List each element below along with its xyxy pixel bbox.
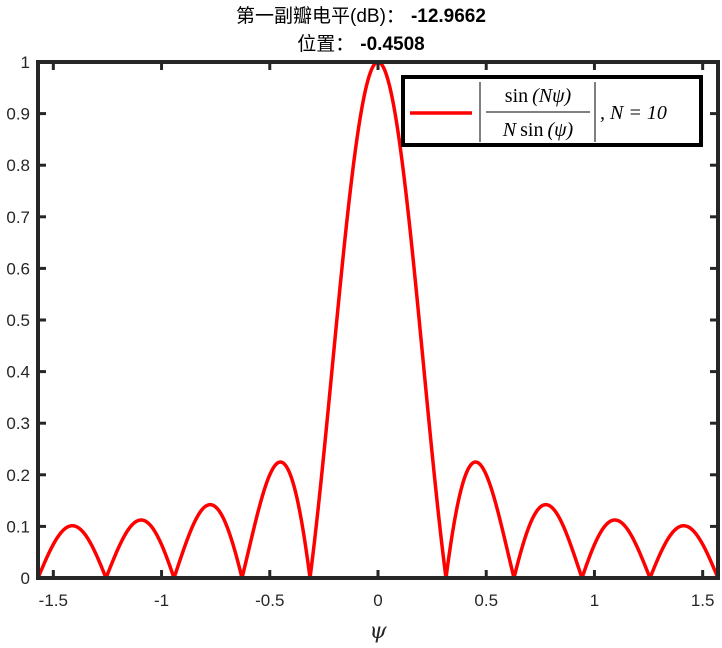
- x-tick-label: -1: [154, 591, 169, 610]
- y-tick-label: 0.1: [6, 517, 30, 536]
- legend-den-sin: sin: [520, 119, 543, 141]
- chart-title: 第一副瓣电平(dB)： -12.9662 位置： -0.4508: [236, 5, 486, 55]
- y-tick-label: 0.4: [6, 363, 30, 382]
- x-tick-label: 0.5: [474, 591, 498, 610]
- x-tick-label: 1.5: [691, 591, 715, 610]
- y-tick-label: 0.3: [6, 414, 30, 433]
- title-line2-value: -0.4508: [360, 34, 424, 55]
- x-tick-label: 1: [590, 591, 599, 610]
- svg-text:第一副瓣电平(dB)：-12.9662: 第一副瓣电平(dB)： -12.9662: [236, 5, 486, 27]
- y-tick-label: 0.5: [6, 311, 30, 330]
- legend-box: [401, 75, 703, 147]
- y-tick-label: 1: [21, 53, 30, 72]
- y-tick-label: 0.6: [6, 259, 30, 278]
- y-tick-label: 0.2: [6, 466, 30, 485]
- y-tick-label: 0.8: [6, 156, 30, 175]
- legend-suffix: , N = 10: [600, 102, 667, 124]
- x-tick-label: -1.5: [39, 591, 68, 610]
- y-tick-label: 0: [21, 569, 30, 588]
- title-line2-label: 位置：: [297, 33, 354, 55]
- title-line1-value: -12.9662: [411, 6, 486, 27]
- x-tick-label: -0.5: [255, 591, 284, 610]
- plot-area: [38, 62, 718, 578]
- y-tick-label: 0.9: [6, 105, 30, 124]
- svg-text:位置：-0.4508: 位置： -0.4508: [297, 33, 424, 55]
- legend-num-sin: sin: [505, 85, 528, 107]
- title-line1-label: 第一副瓣电平(dB)：: [236, 5, 405, 27]
- x-axis-label: ψ: [369, 619, 387, 644]
- legend-num-arg: (Nψ): [532, 85, 571, 107]
- tick-labels: -1.5 -1 -0.5 0 0.5 1 1.5 0 0.1 0.2 0.3 0.4 0.5 0.6 0.7…: [6, 53, 714, 610]
- plot-frame: [36, 60, 720, 580]
- legend-den-arg: (ψ): [547, 119, 573, 141]
- legend-numerator: sin (Nψ): [505, 85, 572, 107]
- y-tick-label: 0.7: [6, 208, 30, 227]
- x-tick-label: 0: [373, 591, 382, 610]
- legend-den-n: N: [502, 119, 518, 141]
